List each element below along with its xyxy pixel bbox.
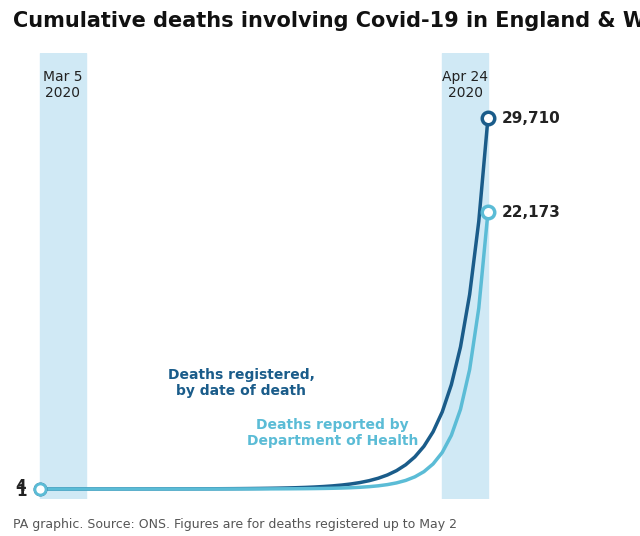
Text: 29,710: 29,710 (502, 111, 561, 126)
Text: Apr 24
2020: Apr 24 2020 (442, 70, 488, 100)
Text: Mar 5
2020: Mar 5 2020 (44, 70, 83, 100)
Text: Deaths reported by
Department of Health: Deaths reported by Department of Health (247, 418, 419, 448)
Text: PA graphic. Source: ONS. Figures are for deaths registered up to May 2: PA graphic. Source: ONS. Figures are for… (13, 518, 457, 531)
Bar (40, 53, 86, 499)
Text: Cumulative deaths involving Covid-19 in England & Wales: Cumulative deaths involving Covid-19 in … (13, 11, 640, 31)
Bar (442, 53, 488, 499)
Text: 1: 1 (16, 484, 26, 499)
Text: Deaths registered,
by date of death: Deaths registered, by date of death (168, 368, 315, 398)
Text: 22,173: 22,173 (502, 205, 561, 220)
Text: 4: 4 (16, 479, 26, 494)
